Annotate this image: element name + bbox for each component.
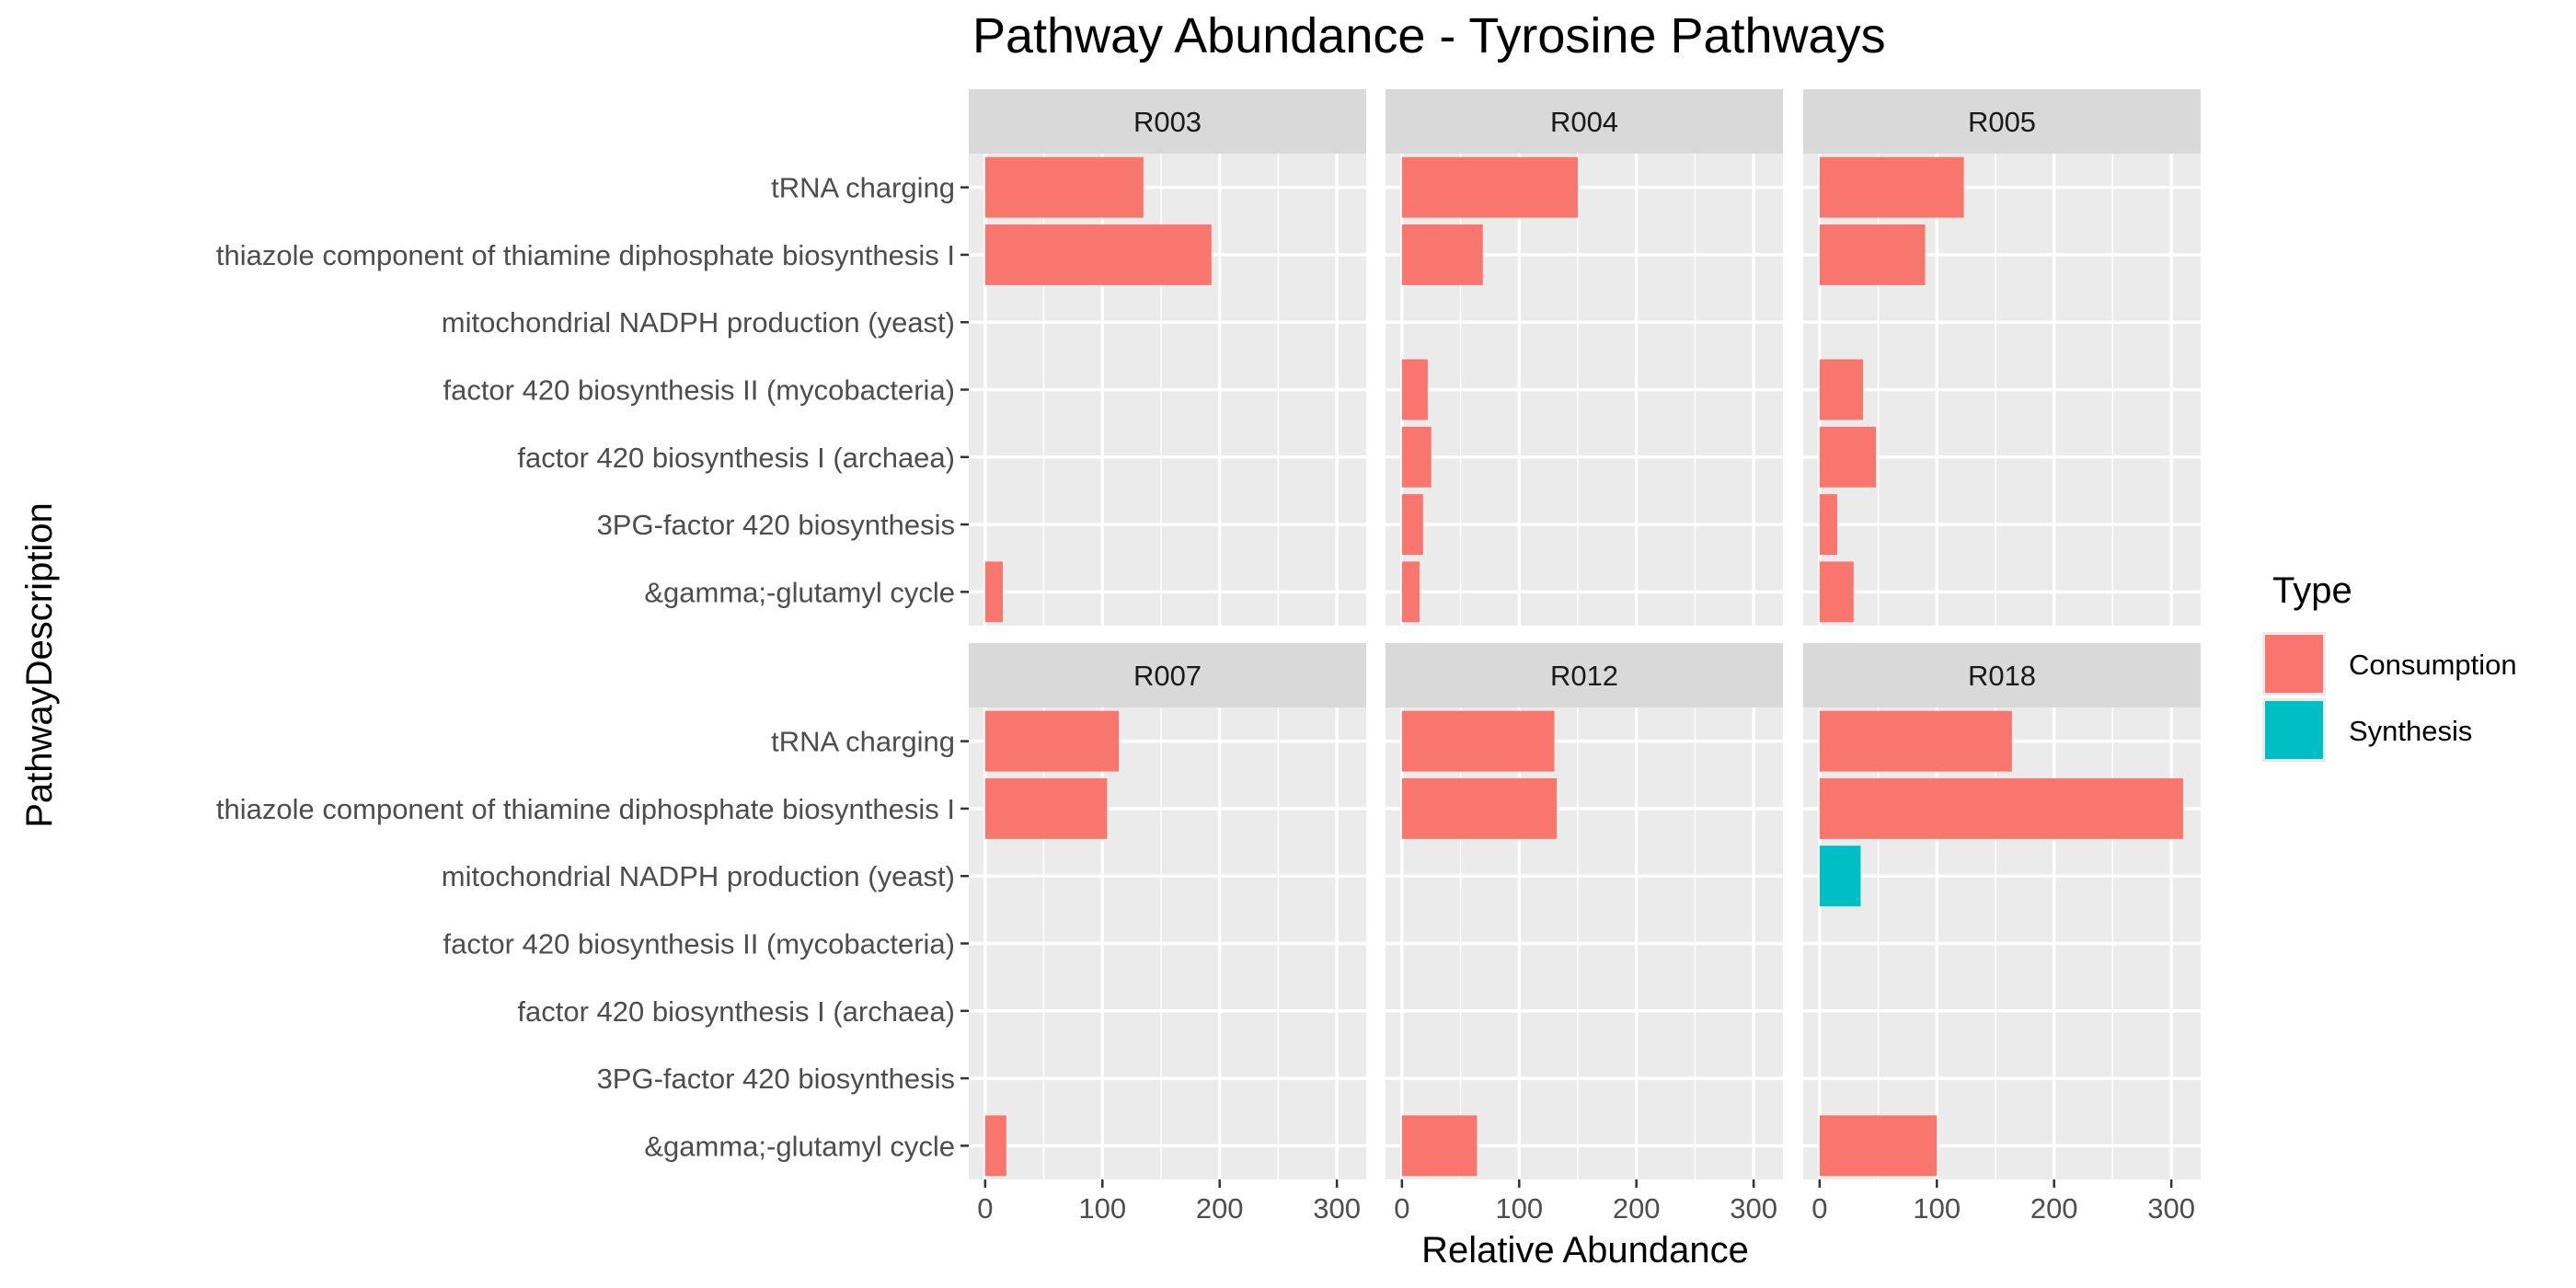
bar-r004-3pg-factor-420-biosynthesis xyxy=(1401,494,1423,556)
bar-r004-factor-420-biosynthesis-ii-mycobacteria xyxy=(1401,359,1428,420)
y-tick-label: mitochondrial NADPH production (yeast) xyxy=(442,306,955,339)
bar-r007-thiazole-component-of-thiamine-diphosphate-biosynthesis-i xyxy=(984,777,1108,839)
y-tick-label: mitochondrial NADPH production (yeast) xyxy=(442,860,955,892)
legend-label-consumption: Consumption xyxy=(2349,649,2517,681)
bar-r012-trna-charging xyxy=(1401,710,1555,772)
y-tick-label: 3PG-factor 420 biosynthesis xyxy=(597,1063,955,1095)
facet-strip-r018 xyxy=(1803,643,2201,707)
facet-r003: R003 tRNA charging thiazole component of t… xyxy=(216,89,1366,626)
x-tick-label: 0 xyxy=(977,1192,993,1225)
bar-r007-trna-charging xyxy=(984,710,1120,772)
facet-label-r018: R018 xyxy=(1968,660,2036,692)
bar-r003-trna-charging xyxy=(984,156,1144,218)
facet-strip-r005 xyxy=(1803,89,2201,154)
legend-label-synthesis: Synthesis xyxy=(2349,715,2472,747)
facet-strip-r012 xyxy=(1386,643,1783,707)
bar-r003-gamma-glutamyl-cycle xyxy=(984,561,1003,623)
x-tick-label: 300 xyxy=(1730,1192,1777,1225)
bar-r005-thiazole-component-of-thiamine-diphosphate-biosynthesis-i xyxy=(1819,224,1926,285)
facet-strip-r003 xyxy=(969,89,1366,154)
bar-r003-thiazole-component-of-thiamine-diphosphate-biosynthesis-i xyxy=(984,224,1212,285)
legend-swatch-synthesis xyxy=(2265,701,2323,759)
x-tick-label: 300 xyxy=(2147,1192,2195,1225)
bar-r012-thiazole-component-of-thiamine-diphosphate-biosynthesis-i xyxy=(1401,777,1558,839)
legend-item-consumption: Consumption xyxy=(2262,632,2517,696)
facet-label-r012: R012 xyxy=(1550,660,1618,692)
y-tick-label: &gamma;-glutamyl cycle xyxy=(644,1130,955,1162)
y-tick-label: thiazole component of thiamine diphospha… xyxy=(216,793,955,825)
x-tick-label: 200 xyxy=(1196,1192,1244,1225)
bar-r004-factor-420-biosynthesis-i-archaea xyxy=(1401,426,1432,488)
facet-label-r004: R004 xyxy=(1550,106,1618,138)
x-tick-label: 100 xyxy=(1913,1192,1961,1225)
y-tick-label: factor 420 biosynthesis I (archaea) xyxy=(517,995,955,1028)
bar-r005-3pg-factor-420-biosynthesis xyxy=(1819,494,1837,556)
x-tick-label: 100 xyxy=(1078,1192,1126,1225)
facet-r004: R004 xyxy=(1386,89,1783,626)
bar-r018-thiazole-component-of-thiamine-diphosphate-biosynthesis-i xyxy=(1819,777,2183,839)
x-tick-label: 200 xyxy=(2030,1192,2078,1225)
facet-label-r007: R007 xyxy=(1133,660,1202,692)
legend-swatch-consumption xyxy=(2265,635,2323,693)
facet-label-r003: R003 xyxy=(1133,106,1202,138)
legend: Type Consumption Synthesis xyxy=(2262,570,2517,762)
bar-r005-factor-420-biosynthesis-i-archaea xyxy=(1819,426,1877,488)
facet-r005: R005 xyxy=(1803,89,2201,626)
y-tick-label: 3PG-factor 420 biosynthesis xyxy=(597,509,955,541)
y-axis-title: PathwayDescription xyxy=(19,502,60,828)
y-tick-label: thiazole component of thiamine diphospha… xyxy=(216,239,955,271)
x-axis-title: Relative Abundance xyxy=(1421,1230,1749,1271)
bar-r005-factor-420-biosynthesis-ii-mycobacteria xyxy=(1819,359,1863,420)
x-tick-label: 300 xyxy=(1313,1192,1361,1225)
facet-r007: R007 tRNA charging thiazole component of t… xyxy=(216,643,1366,1225)
y-tick-label: factor 420 biosynthesis II (mycobacteria… xyxy=(443,928,955,960)
y-tick-label: tRNA charging xyxy=(771,726,955,758)
bar-r004-thiazole-component-of-thiamine-diphosphate-biosynthesis-i xyxy=(1401,224,1483,285)
legend-items: Consumption Synthesis xyxy=(2262,632,2517,762)
bar-r004-trna-charging xyxy=(1401,156,1578,218)
facet-r012: R012 0 100 200 300 xyxy=(1386,643,1783,1225)
y-tick-label: &gamma;-glutamyl cycle xyxy=(644,576,955,608)
bar-r018-trna-charging xyxy=(1819,710,2012,772)
facet-strip-r007 xyxy=(969,643,1366,707)
legend-item-synthesis: Synthesis xyxy=(2262,698,2472,762)
y-tick-label: tRNA charging xyxy=(771,172,955,204)
bar-r005-gamma-glutamyl-cycle xyxy=(1819,561,1854,623)
facet-r018: R018 0 100 200 300 xyxy=(1803,643,2201,1225)
x-tick-label: 0 xyxy=(1811,1192,1827,1225)
facet-panels: R003 tRNA charging thiazole component of t… xyxy=(216,89,2201,1225)
bar-r004-gamma-glutamyl-cycle xyxy=(1401,561,1420,623)
bar-r018-gamma-glutamyl-cycle xyxy=(1819,1115,1938,1177)
chart-title: Pathway Abundance - Tyrosine Pathways xyxy=(972,8,1886,63)
y-tick-label: factor 420 biosynthesis II (mycobacteria… xyxy=(443,374,955,407)
bar-r012-gamma-glutamyl-cycle xyxy=(1401,1115,1478,1177)
y-tick-label: factor 420 biosynthesis I (archaea) xyxy=(517,442,955,474)
bar-r005-trna-charging xyxy=(1819,156,1964,218)
bar-r018-mitochondrial-nadph-production-yeast xyxy=(1819,845,1861,907)
bar-r007-gamma-glutamyl-cycle xyxy=(984,1115,1006,1177)
x-tick-label: 200 xyxy=(1613,1192,1661,1225)
facet-strip-r004 xyxy=(1386,89,1783,154)
legend-title: Type xyxy=(2272,570,2352,611)
x-tick-label: 100 xyxy=(1495,1192,1543,1225)
x-tick-label: 0 xyxy=(1394,1192,1409,1225)
facet-label-r005: R005 xyxy=(1968,106,2036,138)
